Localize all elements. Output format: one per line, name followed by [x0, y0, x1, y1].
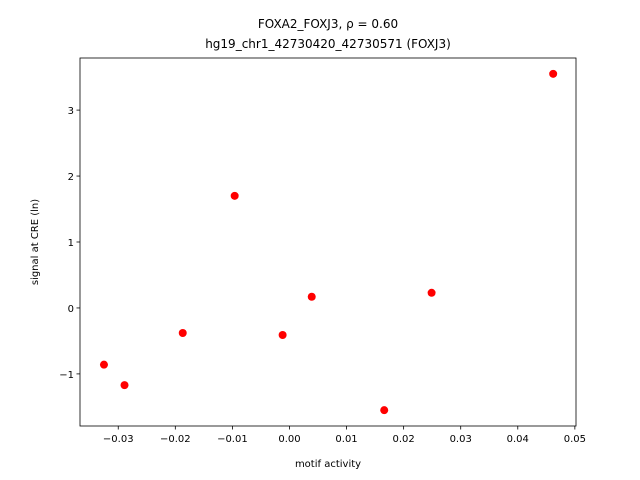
- chart-subtitle: hg19_chr1_42730420_42730571 (FOXJ3): [205, 37, 451, 51]
- plot-frame: [79, 57, 577, 427]
- x-axis-label: motif activity: [295, 459, 361, 470]
- y-tick-label: 1: [68, 238, 74, 249]
- point: [549, 69, 558, 78]
- point: [178, 329, 187, 338]
- x-tick-label: −0.03: [103, 434, 134, 445]
- y-tick-label: 3: [68, 106, 74, 117]
- x-tick-label: 0.03: [450, 434, 472, 445]
- x-tick-label: 0.04: [507, 434, 529, 445]
- y-tick-label: −1: [59, 370, 74, 381]
- y-tick-label: 2: [68, 172, 74, 183]
- x-tick-label: 0.05: [564, 434, 586, 445]
- point: [307, 292, 316, 301]
- y-axis-label: signal at CRE (ln): [30, 199, 41, 285]
- point: [278, 330, 287, 339]
- point: [427, 288, 436, 297]
- x-tick-label: 0.01: [335, 434, 357, 445]
- x-tick-label: 0.02: [392, 434, 414, 445]
- point: [120, 381, 129, 390]
- point: [380, 406, 389, 415]
- point: [230, 191, 239, 200]
- chart-title: FOXA2_FOXJ3, ρ = 0.60: [258, 17, 398, 31]
- point: [99, 360, 108, 369]
- y-tick-label: 0: [68, 304, 74, 315]
- x-tick-label: −0.01: [217, 434, 248, 445]
- x-tick-label: 0.00: [278, 434, 300, 445]
- x-tick-label: −0.02: [160, 434, 191, 445]
